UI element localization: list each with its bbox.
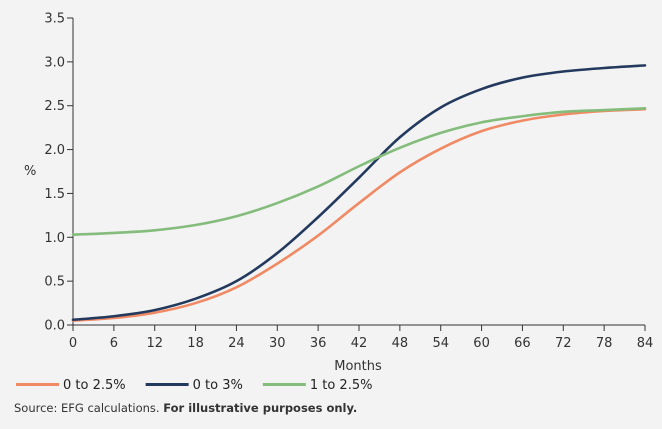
y-tick-label: 1.5 xyxy=(44,187,65,202)
source-prefix: Source: EFG calculations. xyxy=(14,401,163,415)
x-axis-title: Months xyxy=(334,359,382,374)
legend-label-0-to-2-5: 0 to 2.5% xyxy=(63,378,126,393)
x-tick-label: 18 xyxy=(187,336,204,351)
series-lines xyxy=(71,64,647,322)
y-axis-title: % xyxy=(24,164,36,179)
x-tick-label: 0 xyxy=(69,336,77,351)
y-tick-label: 0.0 xyxy=(44,319,65,334)
legend-label-1-to-2-5: 1 to 2.5% xyxy=(310,378,373,393)
illustrative-note: For illustrative purposes only. xyxy=(163,401,357,415)
x-tick-label: 12 xyxy=(146,336,163,351)
source-note: Source: EFG calculations. For illustrati… xyxy=(14,401,357,415)
series-line-0-to-3 xyxy=(71,64,647,322)
y-axis: 0.0 0.5 1.0 1.5 2.0 2.5 3.0 3.5 xyxy=(44,12,74,334)
x-tick-label: 36 xyxy=(310,336,327,351)
y-tick-label: 1.0 xyxy=(44,231,65,246)
y-tick-label: 2.5 xyxy=(44,99,65,114)
y-tick-label: 3.0 xyxy=(44,55,65,70)
y-tick-label: 0.5 xyxy=(44,275,65,290)
x-tick-label: 30 xyxy=(269,336,286,351)
x-tick-label: 6 xyxy=(110,336,118,351)
x-tick-label: 42 xyxy=(351,336,368,351)
legend: 0 to 2.5% 0 to 3% 1 to 2.5% xyxy=(16,378,372,393)
x-tick-label: 72 xyxy=(555,336,572,351)
x-tick-label: 84 xyxy=(637,336,654,351)
y-tick-label: 3.5 xyxy=(44,12,65,27)
x-tick-label: 48 xyxy=(392,336,409,351)
x-tick-label: 66 xyxy=(514,336,531,351)
y-tick-label: 2.0 xyxy=(44,143,65,158)
x-tick-label: 54 xyxy=(432,336,449,351)
x-tick-label: 24 xyxy=(228,336,245,351)
x-axis: 0 6 12 18 24 30 36 42 48 54 60 66 72 78 84 xyxy=(69,324,654,351)
x-tick-label: 78 xyxy=(596,336,613,351)
series-line-0-to-2-5 xyxy=(71,107,647,322)
x-tick-label: 60 xyxy=(473,336,490,351)
legend-label-0-to-3: 0 to 3% xyxy=(193,378,243,393)
series-line-1-to-2-5 xyxy=(71,107,647,236)
